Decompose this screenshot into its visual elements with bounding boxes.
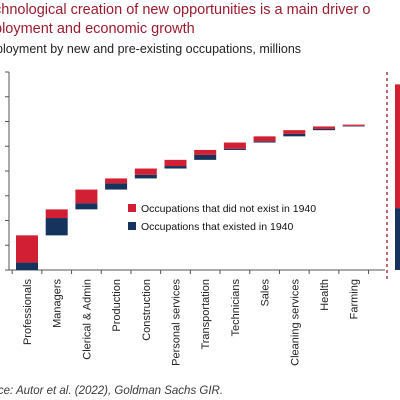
chart-subtitle: ployment by new and pre-existing occupat… [0, 42, 302, 56]
bar-new-total [395, 84, 400, 209]
bar-existing-farming [342, 125, 365, 127]
waterfall-chart: Professionals Managers Clerical & Admin Pro… [5, 71, 400, 366]
legend-label-new: Occupations that did not exist in 1940 [141, 203, 316, 215]
chart-title: chnological creation of new opportunitie… [0, 1, 400, 39]
bar-existing-professionals [16, 262, 38, 270]
bar-new-clerical-admin [75, 189, 98, 204]
chart-axes [5, 71, 385, 274]
x-tick-label: Personal services [171, 279, 183, 366]
x-tick-label: Managers [52, 279, 64, 328]
bar-new-sales [253, 136, 276, 142]
bar-new-production [105, 178, 128, 184]
x-axis-labels: Professionals Managers Clerical & Admin Pro… [22, 279, 361, 366]
legend-swatch-existing [128, 222, 136, 230]
chart-legend: Occupations that did not exist in 1940 Oc… [128, 203, 316, 233]
bar-existing-health [313, 128, 335, 131]
bar-new-professionals [16, 235, 38, 263]
x-tick-label: Cleaning services [289, 279, 301, 366]
bar-existing-managers [45, 218, 68, 236]
bar-existing-sales [253, 141, 276, 143]
bar-new-health [313, 126, 335, 129]
total-column [386, 72, 400, 282]
x-tick-label: Production [111, 279, 123, 332]
chart-bars [16, 124, 365, 270]
chart-title-line-2: ployment and economic growth [0, 21, 195, 37]
legend-label-existing: Occupations that existed in 1940 [141, 221, 294, 233]
bar-new-technicians [223, 142, 246, 149]
x-tick-label: Technicians [230, 279, 242, 337]
bar-existing-cleaning-services [283, 133, 306, 137]
bar-existing-personal-services [164, 166, 187, 169]
bar-new-cleaning-services [283, 130, 306, 134]
chart-title-line-1: chnological creation of new opportunitie… [0, 2, 371, 18]
x-tick-label: Construction [141, 279, 153, 341]
bar-new-managers [45, 209, 68, 219]
bar-new-transportation [194, 149, 217, 155]
bar-existing-transportation [194, 154, 217, 160]
bar-existing-production [105, 183, 128, 190]
x-tick-label: Transportation [200, 279, 212, 350]
bar-existing-clerical-admin [75, 203, 98, 210]
x-tick-label: Clerical & Admin [81, 279, 93, 360]
bar-new-construction [134, 168, 157, 175]
x-tick-label: Health [319, 279, 331, 311]
x-tick-label: Farming [349, 279, 361, 319]
bar-new-personal-services [164, 159, 187, 167]
source-note: rce: Autor et al. (2022), Goldman Sachs … [0, 385, 224, 397]
bar-existing-technicians [223, 148, 246, 150]
x-tick-label: Sales [260, 279, 272, 307]
bar-new-farming [342, 124, 365, 126]
legend-swatch-new [128, 204, 136, 212]
bar-existing-construction [134, 174, 157, 179]
x-tick-label: Professionals [22, 279, 34, 346]
bar-existing-total [395, 208, 400, 270]
